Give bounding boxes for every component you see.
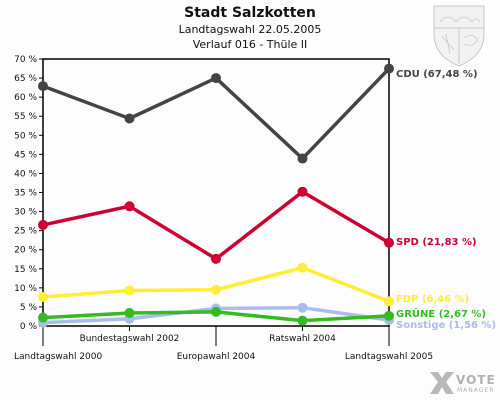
data-point xyxy=(38,81,48,92)
y-tick-label: 60 % xyxy=(14,93,37,103)
data-point xyxy=(297,262,308,273)
series-line xyxy=(42,189,390,261)
data-point xyxy=(297,315,308,326)
y-tick-label: 15 % xyxy=(14,265,37,275)
series-spd xyxy=(38,186,394,264)
data-point xyxy=(124,308,135,319)
data-point xyxy=(38,292,48,303)
nrw-coat-of-arms-icon xyxy=(433,5,485,67)
y-tick-label: 50 % xyxy=(14,131,37,141)
data-point xyxy=(124,285,135,296)
x-category-label: Bundestagswahl 2002 xyxy=(80,334,180,344)
y-tick-label: 40 % xyxy=(14,169,37,179)
x-category-label: Landtagswahl 2005 xyxy=(345,352,433,362)
series-line xyxy=(42,265,390,303)
data-point xyxy=(211,284,221,295)
plot-area: 0 % 5 % 10 % 15 % 20 % 25 % 30 % 35 % 40 % 45 % 50… xyxy=(14,55,496,362)
series-grüne xyxy=(38,306,394,326)
y-tick-label: 35 % xyxy=(14,189,37,199)
y-tick-label: 70 % xyxy=(14,55,37,65)
series-label-grüne: GRÜNE (2,67 %) xyxy=(396,306,486,320)
y-tick-label: 45 % xyxy=(14,150,37,160)
x-category-label: Europawahl 2004 xyxy=(177,352,256,362)
series-fdp xyxy=(38,262,394,307)
series-labels: CDU (67,48 %) SPD (21,83 %) FDP (6,46 %)GR… xyxy=(396,69,496,331)
series-layer xyxy=(38,63,394,328)
data-point xyxy=(124,113,135,124)
series-label-cdu: CDU (67,48 %) xyxy=(396,69,478,80)
series-cdu xyxy=(38,63,394,164)
data-point xyxy=(297,186,308,197)
data-point xyxy=(124,201,135,212)
chart-subtitle-district: Verlauf 016 - Thüle II xyxy=(193,38,308,51)
y-tick-label: 0 % xyxy=(20,322,38,332)
series-label-spd: SPD (21,83 %) xyxy=(396,237,477,248)
data-point xyxy=(297,302,308,313)
series-label-fdp: FDP (6,46 %) xyxy=(396,294,469,305)
brand-word-vote: VOTE xyxy=(456,373,496,387)
x-category-label: Landtagswahl 2000 xyxy=(14,352,103,362)
data-point xyxy=(211,253,221,264)
brand-word-manager: MANAGER xyxy=(457,387,494,394)
data-point xyxy=(38,312,48,323)
y-tick-label: 10 % xyxy=(14,284,37,294)
y-axis: 0 % 5 % 10 % 15 % 20 % 25 % 30 % 35 % 40 % 45 % 50… xyxy=(14,55,43,332)
y-tick-label: 30 % xyxy=(14,208,37,218)
x-category-label: Ratswahl 2004 xyxy=(269,334,336,344)
y-tick-label: 65 % xyxy=(14,74,37,84)
x-mark-icon xyxy=(430,372,454,394)
chart-subtitle-election: Landtagswahl 22.05.2005 xyxy=(179,23,322,36)
y-tick-label: 5 % xyxy=(20,303,38,313)
data-point xyxy=(384,296,394,307)
vote-manager-logo: VOTE MANAGER xyxy=(430,372,496,394)
series-label-sonstige: Sonstige (1,56 %) xyxy=(396,320,496,331)
y-tick-label: 20 % xyxy=(14,246,37,256)
y-tick-label: 25 % xyxy=(14,227,37,237)
data-point xyxy=(384,63,394,74)
data-point xyxy=(38,219,48,230)
data-point xyxy=(384,310,394,321)
x-axis: Landtagswahl 2000 Bundestagswahl 2002 Euro… xyxy=(14,326,433,362)
data-point xyxy=(211,73,221,84)
y-tick-label: 55 % xyxy=(14,112,37,122)
data-point xyxy=(297,153,308,164)
data-point xyxy=(211,306,221,317)
chart-title: Stadt Salzkotten xyxy=(184,5,316,21)
data-point xyxy=(384,237,394,248)
